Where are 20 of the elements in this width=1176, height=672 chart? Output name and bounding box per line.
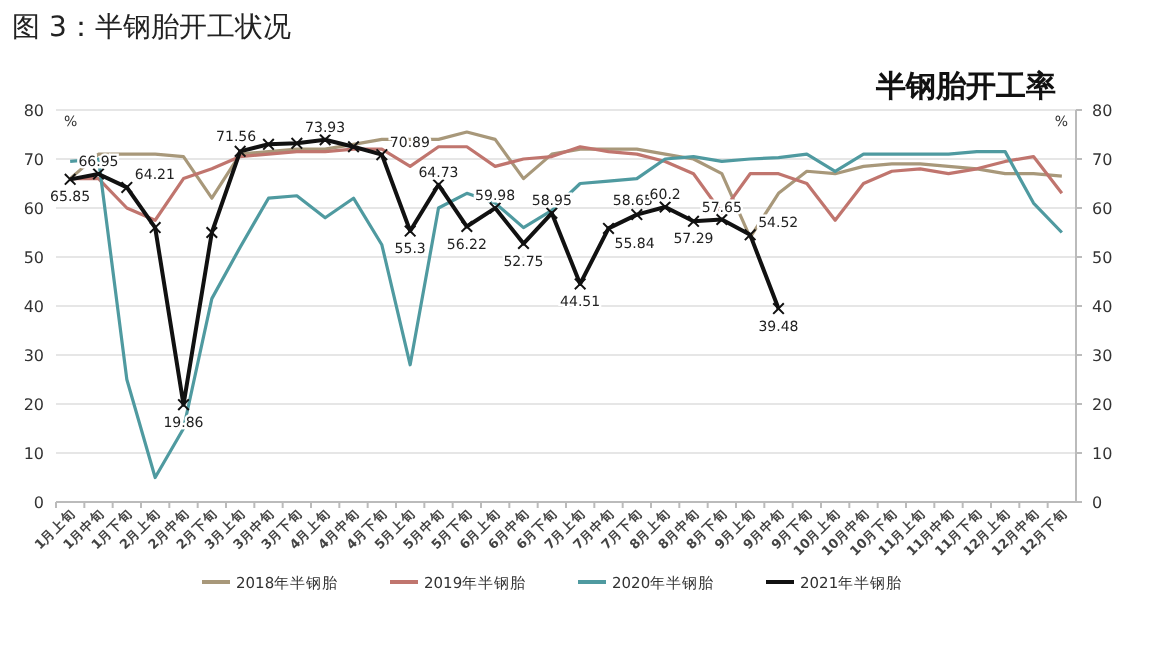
y-tick-label: 40	[23, 298, 44, 316]
y2-tick-label: 80	[1092, 102, 1113, 120]
y2-tick-label: 0	[1092, 494, 1103, 512]
y2-tick-label: 70	[1092, 151, 1113, 169]
y2-tick-label: 10	[1092, 445, 1113, 463]
y2-tick-label: 60	[1092, 200, 1113, 218]
y2-tick-label: 30	[1092, 347, 1113, 365]
chart-title: 图 3：半钢胎开工状况	[12, 12, 291, 44]
y-tick-label: 70	[23, 151, 44, 169]
y2-tick-label: 50	[1092, 249, 1113, 267]
y-tick-label: 80	[23, 102, 44, 120]
y-tick-label: 50	[23, 249, 44, 267]
y2-tick-label: 20	[1092, 396, 1113, 414]
y-tick-label: 10	[23, 445, 44, 463]
y-tick-label: 0	[33, 494, 44, 512]
y-tick-label: 60	[23, 200, 44, 218]
y2-tick-label: 40	[1092, 298, 1113, 316]
y-tick-label: 30	[23, 347, 44, 365]
chart-subtitle: 半钢胎开工率	[874, 68, 1056, 104]
y-tick-label: 20	[23, 396, 44, 414]
